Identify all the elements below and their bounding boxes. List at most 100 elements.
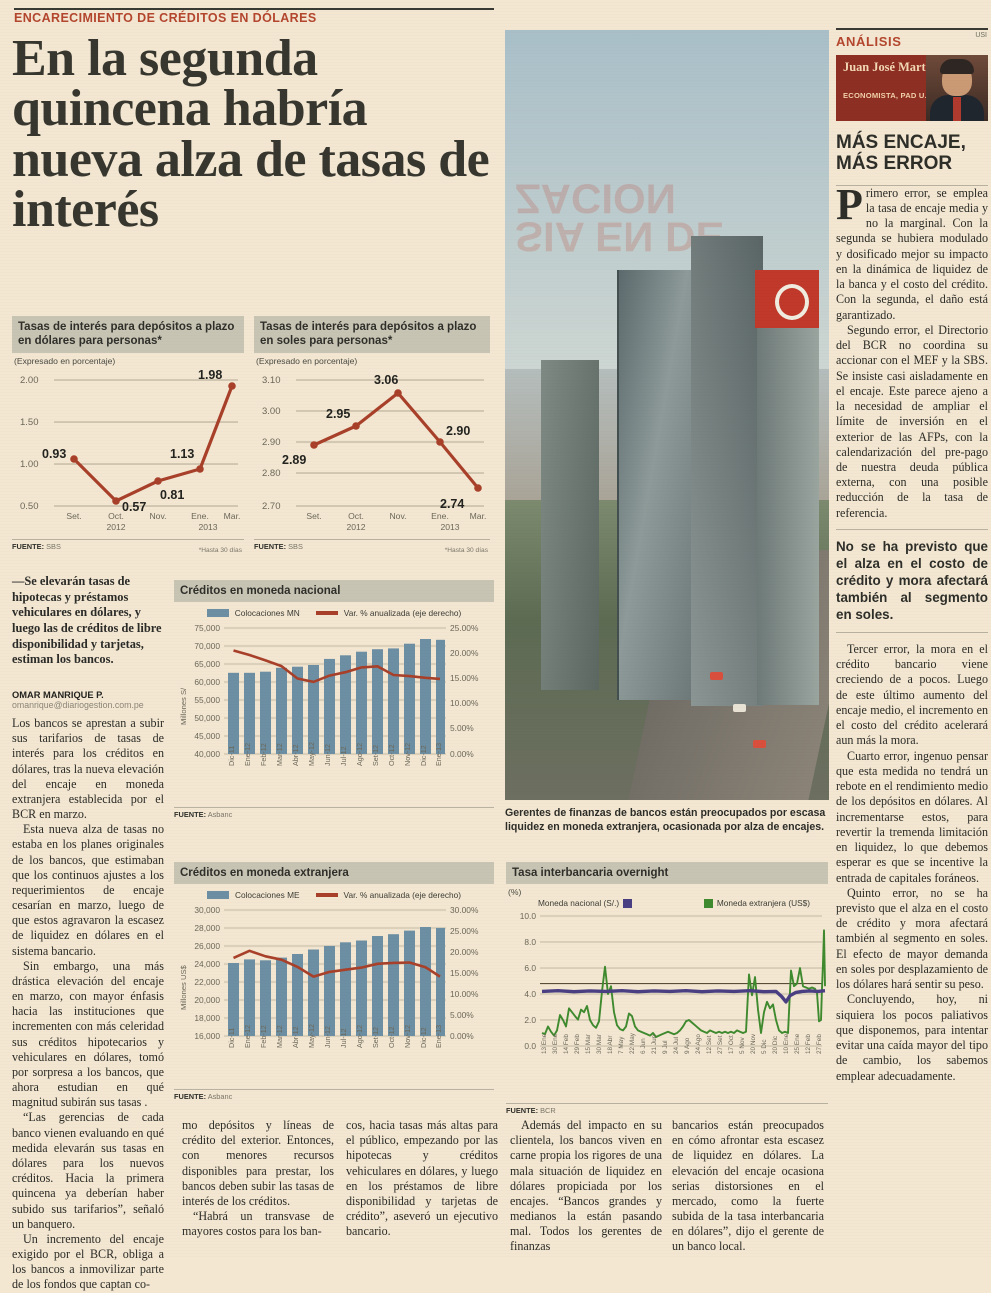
chart-title: Créditos en moneda nacional <box>174 580 494 603</box>
svg-text:Abr-12: Abr-12 <box>291 745 300 767</box>
svg-text:5.00%: 5.00% <box>450 723 474 733</box>
analysis-rail: ANÁLISIS Juan José Marthans ECONOMISTA, … <box>836 28 988 1084</box>
svg-text:22,000: 22,000 <box>194 977 220 987</box>
rail-rule <box>836 28 988 30</box>
paragraph: Esta nueva alza de tasas no estaba en lo… <box>12 822 164 958</box>
svg-text:12 Feb: 12 Feb <box>805 1034 812 1054</box>
svg-text:2.0: 2.0 <box>524 1015 536 1025</box>
chart-title: Créditos en moneda extranjera <box>174 862 494 885</box>
chart-legend: Moneda nacional (S/.) Moneda extranjera … <box>506 897 828 910</box>
svg-text:Oct-12: Oct-12 <box>387 1027 396 1049</box>
paragraph: Sin embargo, una más drástica elevación … <box>12 958 164 1110</box>
chart-creditos-me: Créditos en moneda extranjera Colocacion… <box>174 862 494 1101</box>
author-photo <box>926 55 988 121</box>
photo-bank-sign <box>755 270 819 328</box>
svg-text:Nov.: Nov. <box>149 511 166 521</box>
paragraph: “Las gerencias de cada banco vienen eval… <box>12 1110 164 1231</box>
svg-text:29 Feb: 29 Feb <box>574 1034 581 1054</box>
chart-plot: 10.0 8.0 6.0 4.0 2.0 0.0 13 Ene 30 Ene 14 F… <box>520 911 826 1055</box>
svg-text:16,000: 16,000 <box>194 1031 220 1041</box>
svg-text:Oct-12: Oct-12 <box>387 745 396 767</box>
svg-text:Jun-12: Jun-12 <box>323 744 332 766</box>
svg-text:Mar-12: Mar-12 <box>275 1026 284 1049</box>
photo-car <box>733 704 746 712</box>
svg-text:0.50: 0.50 <box>20 501 39 512</box>
analysis-title: MÁS ENCAJE, MÁS ERROR <box>836 132 966 174</box>
photo-ghost-text: SIA EN DE ZACION <box>515 175 724 261</box>
photo-building-1 <box>617 270 695 700</box>
svg-text:5 Dic: 5 Dic <box>761 1039 768 1054</box>
svg-text:30 Mar: 30 Mar <box>596 1034 603 1055</box>
paragraph: Tercer error, la mora en el crédito banc… <box>836 642 988 748</box>
svg-text:2.90: 2.90 <box>446 424 470 438</box>
svg-text:50,000: 50,000 <box>194 713 220 723</box>
svg-text:Abr-12: Abr-12 <box>291 1027 300 1049</box>
svg-text:2.74: 2.74 <box>440 497 464 511</box>
svg-text:Jul-12: Jul-12 <box>339 1029 348 1049</box>
photo-credit: USI <box>975 32 987 39</box>
svg-text:14 Feb: 14 Feb <box>563 1034 570 1054</box>
svg-text:Mar-12: Mar-12 <box>275 744 284 767</box>
svg-text:0.00%: 0.00% <box>450 1031 474 1041</box>
svg-text:24,000: 24,000 <box>194 959 220 969</box>
legend-swatch-me <box>703 898 713 908</box>
svg-text:May-12: May-12 <box>307 1024 316 1048</box>
svg-text:Jun-12: Jun-12 <box>323 1026 332 1048</box>
svg-text:6 Jun: 6 Jun <box>640 1038 647 1054</box>
svg-text:5 Nov: 5 Nov <box>739 1037 746 1054</box>
svg-text:60,000: 60,000 <box>194 677 220 687</box>
legend-swatch-mn <box>623 898 633 908</box>
byline: OMAR MANRIQUE P. omanrique@diariogestion… <box>12 690 164 710</box>
chart-source-name: Asbanc <box>207 810 233 820</box>
chart-source-prefix: FUENTE: <box>174 1092 207 1102</box>
svg-text:2012: 2012 <box>106 522 125 532</box>
svg-text:2.89: 2.89 <box>282 453 306 467</box>
svg-text:Ene-12: Ene-12 <box>243 743 252 766</box>
chart-source: FUENTE: BCR <box>506 1103 828 1115</box>
svg-text:Mar.: Mar. <box>470 511 487 521</box>
body-column-3: cos, hacia tasas más altas para el públi… <box>346 1118 498 1258</box>
author-hair <box>940 59 974 74</box>
svg-text:17 Oct: 17 Oct <box>728 1035 735 1054</box>
svg-text:25 Ene: 25 Ene <box>794 1034 801 1055</box>
chart-unit: (%) <box>508 887 522 898</box>
paragraph: “Habrá un transvase de mayores costos pa… <box>182 1209 334 1239</box>
svg-text:2012: 2012 <box>346 522 365 532</box>
lead-photo: SIA EN DE ZACION <box>505 30 829 800</box>
chart-tasas-dolares: Tasas de interés para depósitos a plazo … <box>12 316 244 554</box>
svg-text:Set.: Set. <box>306 511 321 521</box>
chart-title: Tasa interbancaria overnight <box>506 862 828 885</box>
body-column-1: Los bancos se aprestan a subir sus tarif… <box>12 716 164 1291</box>
svg-text:Mar.: Mar. <box>224 511 241 521</box>
svg-text:28,000: 28,000 <box>194 923 220 933</box>
chart-source-name: Asbanc <box>207 1092 233 1102</box>
chart-title: Tasas de interés para depósitos a plazo … <box>254 316 490 353</box>
byline-email[interactable]: omanrique@diariogestion.com.pe <box>12 700 144 710</box>
svg-text:55,000: 55,000 <box>194 695 220 705</box>
svg-text:1.13: 1.13 <box>170 447 194 461</box>
author-name: Juan José Marthans <box>843 60 951 74</box>
analysis-kicker: ANÁLISIS <box>836 34 902 49</box>
chart-source: FUENTE: Asbanc <box>174 807 494 819</box>
svg-text:0.93: 0.93 <box>42 447 66 461</box>
svg-text:21 Jun: 21 Jun <box>651 1035 658 1055</box>
photo-building-4 <box>541 360 599 690</box>
svg-text:12 Set: 12 Set <box>706 1036 713 1055</box>
svg-text:Dic-11: Dic-11 <box>227 1028 236 1048</box>
svg-text:3.10: 3.10 <box>262 375 281 386</box>
svg-text:9 Jul: 9 Jul <box>662 1041 669 1055</box>
chart-plot: 75,000 70,000 65,000 60,000 55,000 50,000 4… <box>179 623 479 767</box>
svg-text:May-12: May-12 <box>307 742 316 766</box>
svg-text:27 Set: 27 Set <box>717 1036 724 1055</box>
svg-text:27 Feb: 27 Feb <box>816 1034 823 1054</box>
chart-source-name: BCR <box>540 1106 556 1116</box>
author-card: Juan José Marthans ECONOMISTA, PAD U. DE… <box>836 55 988 121</box>
svg-text:20,000: 20,000 <box>194 995 220 1005</box>
chart-subtitle: (Expresado en porcentaje) <box>256 355 358 366</box>
svg-text:0.57: 0.57 <box>122 500 146 514</box>
svg-text:5.00%: 5.00% <box>450 1010 474 1020</box>
author-tie <box>953 97 961 121</box>
photo-caption: Gerentes de finanzas de bancos están pre… <box>505 807 826 834</box>
svg-text:10 Ene: 10 Ene <box>783 1034 790 1055</box>
